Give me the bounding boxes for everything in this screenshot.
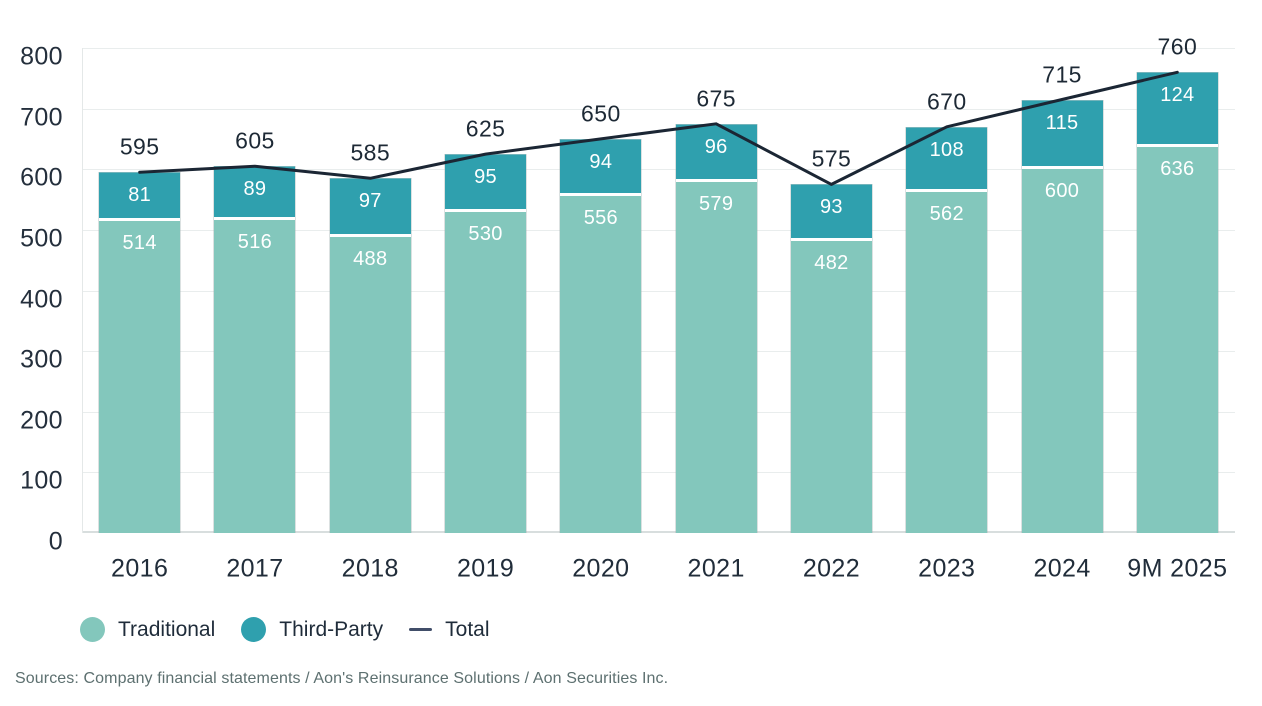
third-party-swatch-icon — [241, 617, 267, 642]
bar-segment-traditional: 516 — [214, 220, 296, 533]
chart-legend: Traditional Third-Party Total — [80, 617, 490, 642]
bar-group-2021: 96 579 — [674, 123, 758, 533]
y-tick-label: 300 — [20, 345, 63, 374]
total-label: 585 — [350, 139, 391, 166]
legend-label-traditional: Traditional — [118, 617, 216, 641]
bar-segment-third-party: 96 — [675, 123, 757, 182]
y-tick-label: 100 — [20, 466, 63, 495]
bar-segment-traditional: 562 — [906, 192, 988, 533]
bar-segment-traditional: 556 — [560, 195, 642, 533]
total-line-swatch-icon — [409, 628, 433, 631]
total-label: 760 — [1157, 33, 1198, 60]
y-tick-label: 700 — [20, 103, 63, 132]
total-label: 650 — [581, 100, 621, 127]
traditional-swatch-icon — [80, 617, 105, 642]
x-tick-label: 2020 — [572, 554, 630, 583]
bar-group-2019: 95 530 — [444, 154, 528, 533]
x-tick-label: 2024 — [1033, 554, 1091, 583]
bar-segment-traditional: 600 — [1021, 169, 1103, 533]
gridline-400 — [82, 290, 1235, 292]
legend-label-third-party: Third-Party — [279, 617, 384, 641]
x-tick-label: 2023 — [918, 554, 976, 583]
bar-group-2016: 81 514 — [98, 172, 182, 533]
total-label: 605 — [235, 127, 275, 154]
bar-group-2020: 94 556 — [559, 138, 643, 533]
gridline-800 — [82, 48, 1235, 49]
bar-segment-third-party: 93 — [790, 184, 872, 241]
y-tick-label: 200 — [20, 406, 63, 435]
legend-label-total: Total — [445, 617, 490, 641]
x-tick-label: 9M 2025 — [1127, 554, 1228, 583]
bar-segment-third-party: 124 — [1136, 72, 1218, 148]
total-label: 625 — [465, 115, 506, 142]
x-tick-label: 2022 — [802, 554, 861, 583]
y-tick-label: 500 — [20, 224, 63, 253]
bar-group-9M 2025: 124 636 — [1135, 72, 1219, 533]
bar-segment-traditional: 514 — [99, 221, 181, 533]
legend-item-traditional: Traditional — [80, 617, 215, 642]
x-tick-label: 2017 — [226, 554, 284, 583]
bar-group-2023: 108 562 — [905, 126, 989, 533]
total-label: 575 — [811, 145, 852, 172]
x-tick-label: 2019 — [456, 554, 515, 583]
sources-note: Sources: Company financial statements / … — [15, 670, 669, 687]
bar-segment-traditional: 579 — [675, 181, 757, 533]
legend-item-total: Total — [409, 617, 490, 642]
gridline-300 — [82, 351, 1235, 353]
bar-group-2018: 97 488 — [328, 178, 412, 533]
y-tick-label: 400 — [20, 285, 63, 313]
bar-segment-traditional: 488 — [329, 237, 411, 533]
total-label: 670 — [926, 88, 967, 115]
x-tick-label: 2018 — [341, 554, 399, 583]
y-tick-label: 0 — [48, 527, 63, 556]
x-axis-baseline — [82, 531, 1235, 533]
bar-segment-third-party: 108 — [906, 126, 988, 193]
x-tick-label: 2021 — [687, 554, 745, 583]
y-axis-spine — [82, 48, 83, 533]
bar-group-2017: 89 516 — [213, 166, 297, 533]
bar-segment-third-party: 89 — [214, 166, 296, 221]
bar-segment-traditional: 482 — [790, 240, 872, 533]
bar-group-2024: 115 600 — [1020, 99, 1104, 533]
y-tick-label: 600 — [20, 163, 63, 192]
y-tick-label: 800 — [20, 42, 63, 71]
bar-segment-third-party: 81 — [99, 172, 181, 222]
gridline-500 — [82, 229, 1235, 231]
x-tick-label: 2016 — [111, 554, 169, 583]
bar-segment-third-party: 95 — [445, 154, 527, 212]
bar-segment-third-party: 97 — [329, 178, 411, 238]
bar-segment-third-party: 115 — [1021, 99, 1103, 170]
bar-group-2022: 93 482 — [789, 184, 873, 533]
bar-segment-third-party: 94 — [560, 138, 642, 196]
total-label: 595 — [119, 133, 160, 160]
bar-segment-traditional: 530 — [445, 211, 527, 533]
total-label: 715 — [1042, 61, 1082, 88]
gridline-200 — [82, 411, 1235, 413]
legend-item-third-party: Third-Party — [241, 617, 383, 642]
total-label: 675 — [696, 85, 736, 112]
gridline-100 — [82, 472, 1235, 474]
bar-segment-traditional: 636 — [1136, 147, 1218, 533]
